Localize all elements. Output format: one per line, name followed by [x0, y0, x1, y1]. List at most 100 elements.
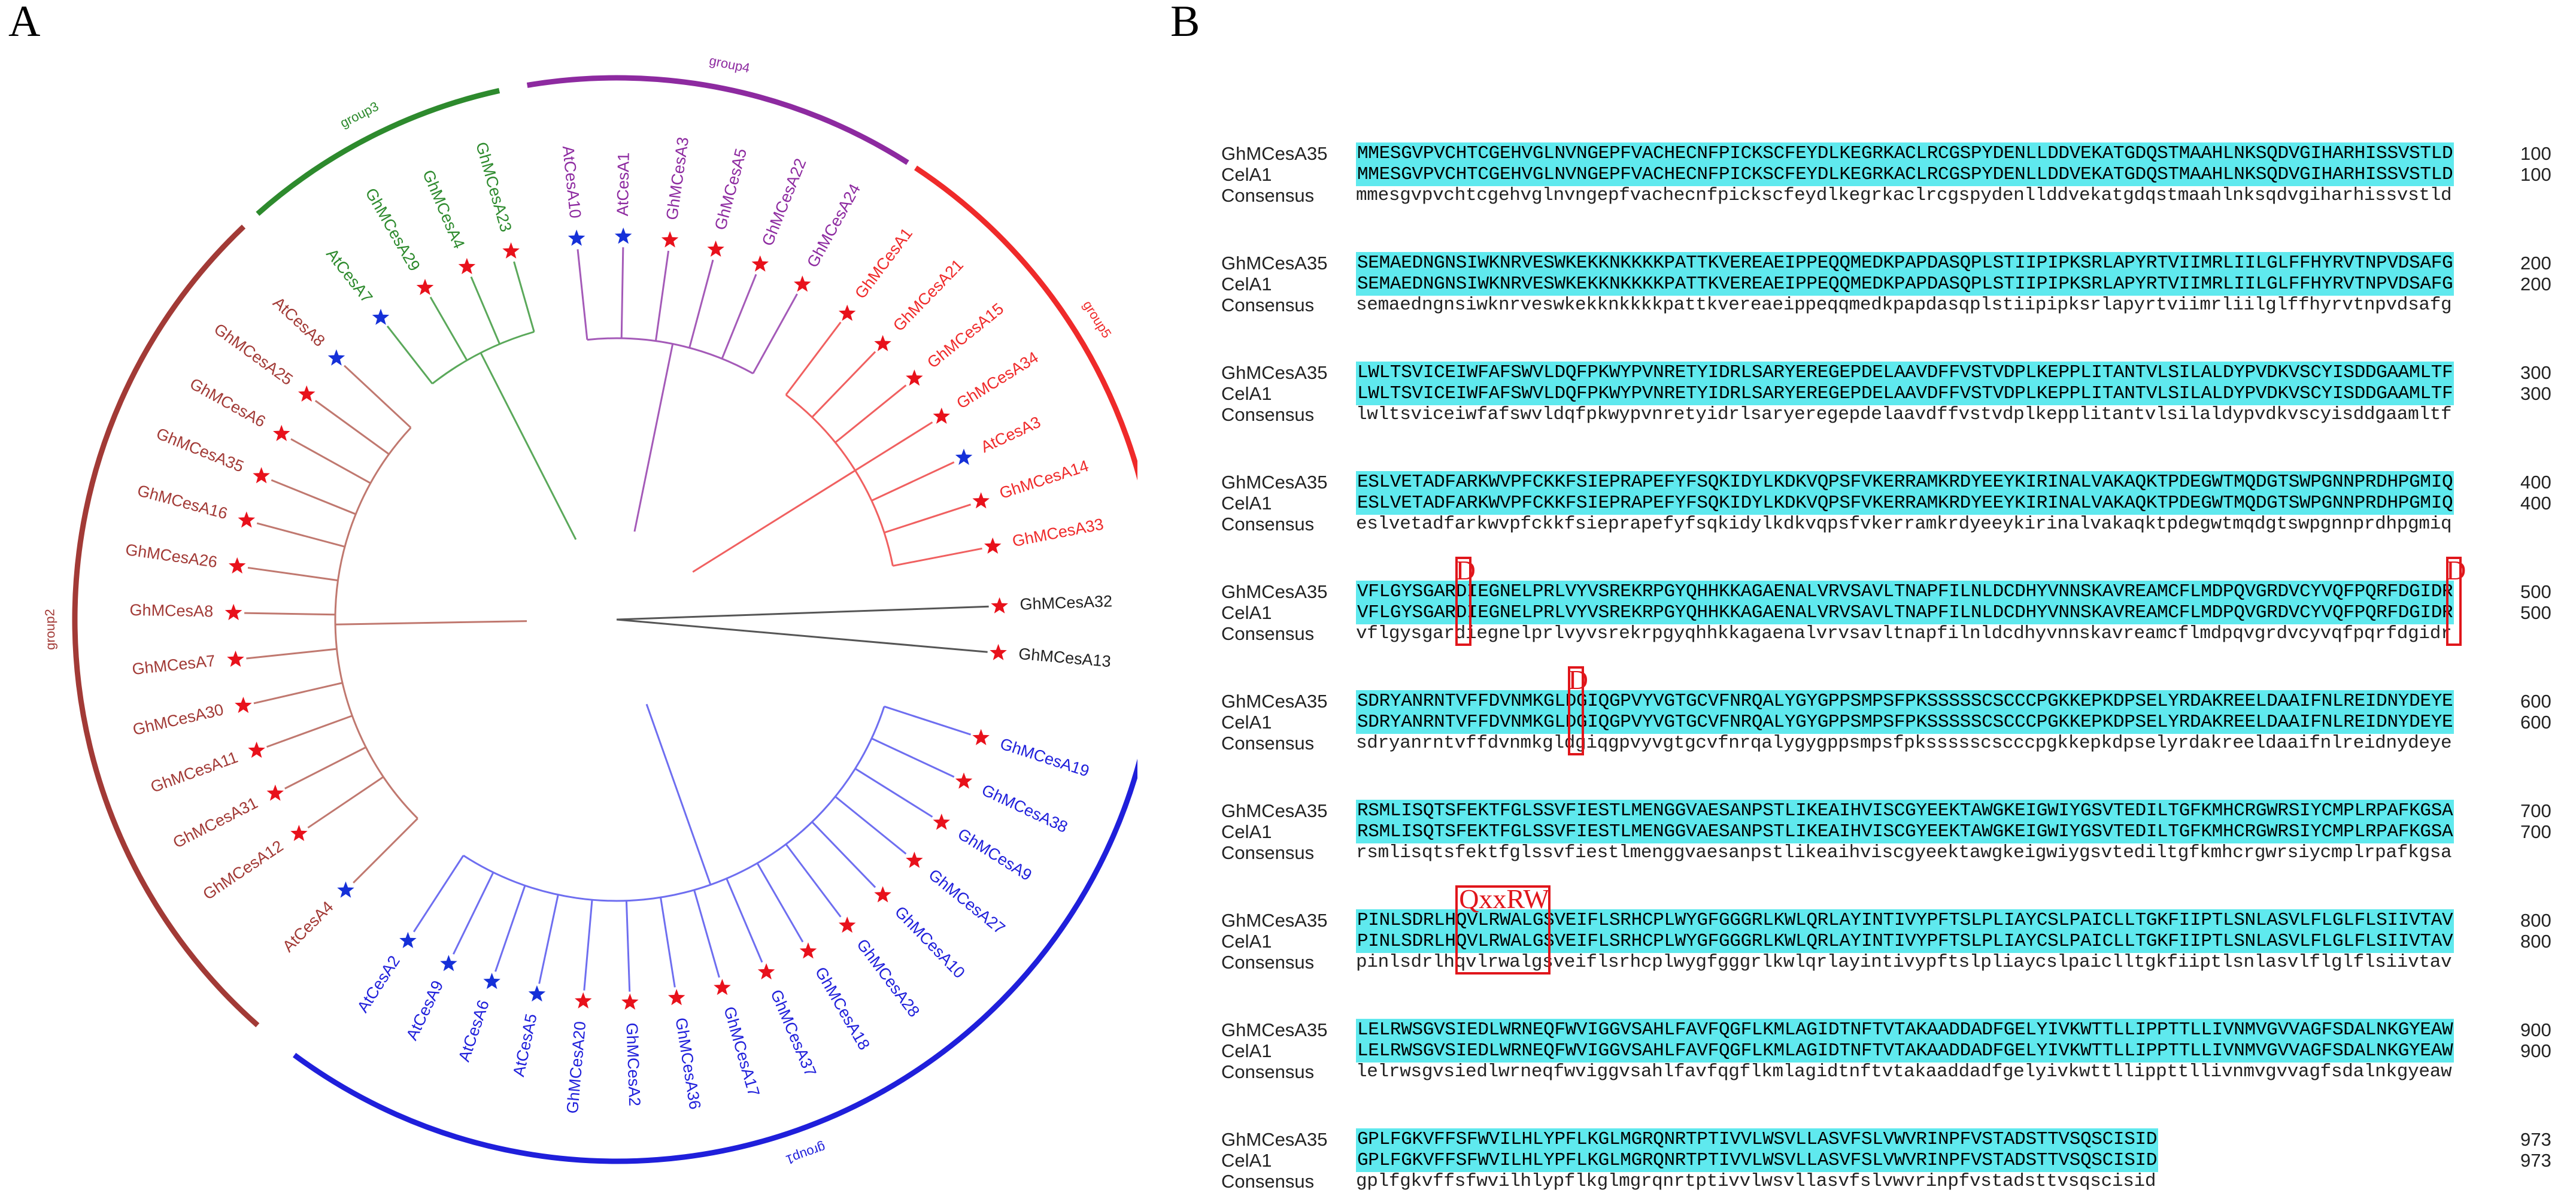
tree-branch-leaf	[386, 325, 433, 384]
tree-leaf-label: GhMCesA27	[926, 866, 1009, 938]
aligned-sequence: SDRYANRNTVFFDVNMKGLDGIQGPVYVGTGCVFNRQALY…	[1356, 690, 2454, 713]
aligned-sequence: VFLGYSGARDIEGNELPRLVYVSREKRPGYQHHKKAGAEN…	[1356, 602, 2454, 624]
tree-branch-leaf	[412, 855, 465, 933]
figure: A B group1 group2 group3 group4 group5 GhMCe…	[8, 0, 2551, 1192]
red-star-icon	[273, 424, 290, 441]
tree-leaf-label: GhMCesA31	[170, 794, 260, 852]
red-star-icon	[757, 963, 775, 980]
blue-star-icon	[440, 955, 457, 972]
tree-branch-group1-connector	[463, 706, 885, 902]
tree-branch-outgroup	[616, 618, 988, 653]
sequence-name: Consensus	[1221, 1061, 1315, 1082]
group-label-group3: group3	[338, 99, 381, 130]
tree-branch-leaf	[871, 461, 955, 502]
red-star-icon	[621, 993, 639, 1010]
aligned-sequence: VFLGYSGARDIEGNELPRLVYVSREKRPGYQHHKKAGAEN…	[1356, 581, 2454, 603]
consensus-sequence: vflgysgardiegnelprlvyvsrekrpgyqhhkkagaen…	[1356, 623, 2452, 644]
red-star-icon	[751, 255, 769, 272]
aligned-sequence: PINLSDRLHQVLRWALGSVEIFLSRHCPLWYGFGGGRLKW…	[1356, 909, 2454, 932]
blue-star-icon	[614, 227, 632, 244]
tree-leaf-label: GhMCesA33	[1011, 515, 1105, 550]
tree-leaf-label: GhMCesA28	[853, 936, 923, 1021]
group-label-group2: group2	[42, 609, 57, 650]
aligned-sequence: ESLVETADFARKWVPFCKKFSIEPRAPEFYFSQKIDYLKD…	[1356, 492, 2454, 515]
tree-leaf-label: GhMCesA23	[472, 140, 515, 234]
motif-box	[1568, 666, 1584, 755]
motif-label: D	[1455, 555, 1476, 585]
tree-branch-leaf	[256, 522, 345, 548]
motif-label: D	[1568, 664, 1588, 695]
red-star-icon	[235, 697, 252, 714]
tree-branch-group1-stem	[645, 703, 712, 885]
residue-count: 600	[2520, 712, 2551, 733]
group-arc-group2	[72, 224, 260, 1028]
residue-count: 200	[2520, 274, 2551, 295]
residue-count: 100	[2520, 143, 2551, 164]
consensus-sequence: sdryanrntvffdvnmkgldgiqgpvyvgtgcvfnrqaly…	[1356, 733, 2452, 754]
red-star-icon	[238, 511, 256, 528]
aligned-sequence: MMESGVPVCHTCGEHVGLNVNGEPFVACHECNFPICKSCF…	[1356, 142, 2454, 165]
sequence-name: GhMCesA35	[1221, 362, 1328, 383]
tree-branch-leaf	[266, 715, 353, 748]
tree-branch-leaf	[538, 894, 559, 984]
red-star-icon	[874, 335, 891, 351]
red-star-icon	[290, 824, 308, 841]
sequence-name: Consensus	[1221, 295, 1315, 315]
tree-branch-group3-stem	[480, 352, 577, 541]
phylogenetic-tree: group1 group2 group3 group4 group5 GhMCesA32…	[42, 53, 1137, 1168]
tree-leaf-label: GhMCesA18	[812, 964, 873, 1053]
consensus-sequence: eslvetadfarkwvpfckkfsiepraрefyfsqkidylkd…	[1356, 514, 2452, 535]
red-star-icon	[906, 369, 923, 386]
tree-leaf-label: GhMCesA8	[129, 601, 213, 620]
sequence-name: CelA1	[1221, 383, 1272, 404]
tree-leaf-label: GhMCesA13	[1018, 645, 1112, 670]
red-star-icon	[874, 886, 891, 903]
tree-leaf-label: GhMCesA22	[758, 156, 810, 248]
tree-branch-leaf	[811, 821, 876, 888]
tree-branch-leaf	[314, 400, 390, 455]
tree-leaf-label: GhMCesA15	[924, 299, 1007, 372]
sequence-name: CelA1	[1221, 1040, 1272, 1061]
red-star-icon	[227, 650, 244, 667]
sequence-name: Consensus	[1221, 842, 1315, 863]
tree-branch-leaf	[871, 737, 955, 778]
group-label-group4: group4	[708, 53, 751, 75]
panel-a-label: A	[8, 0, 41, 46]
group-arc-group5	[914, 165, 1137, 481]
tree-leaf-label: GhMCesA9	[955, 825, 1035, 884]
tree-leaf-label: GhMCesA3	[663, 136, 692, 221]
red-star-icon	[502, 242, 520, 259]
tree-branch-leaf	[513, 261, 535, 332]
tree-leaf-label: GhMCesA20	[563, 1021, 589, 1115]
red-star-icon	[714, 979, 731, 995]
tree-leaf-label: GhMCesA6	[187, 375, 269, 431]
tree-branch-leaf	[290, 438, 371, 484]
red-star-icon	[266, 784, 284, 801]
tree-branch-leaf	[785, 321, 842, 396]
red-star-icon	[253, 467, 270, 484]
group-arc-group1	[293, 758, 1137, 1164]
blue-star-icon	[568, 229, 585, 246]
tree-leaf-label: GhMCesA30	[131, 700, 225, 739]
tree-leaf-label: AtCesA2	[354, 952, 403, 1016]
sequence-name: Consensus	[1221, 952, 1315, 973]
red-star-icon	[661, 231, 679, 248]
aligned-sequence: RSMLISQTSFEKTFGLSSVFIESTLMENGGVAESANPSTL…	[1356, 800, 2454, 822]
tree-branch-group4-stem	[633, 344, 674, 532]
residue-count: 200	[2520, 253, 2551, 274]
tree-leaf-label: AtCesA7	[323, 245, 376, 306]
tree-branch-leaf	[893, 547, 982, 567]
tree-branch-leaf	[752, 293, 798, 374]
tree-leaf-label: GhMCesA36	[672, 1016, 704, 1110]
tree-leaf-label: AtCesA6	[455, 998, 493, 1064]
red-star-icon	[794, 275, 811, 292]
tree-leaf-label: GhMCesA37	[767, 987, 820, 1079]
red-star-icon	[248, 741, 265, 758]
tree-branch-leaf	[353, 818, 418, 884]
red-star-icon	[972, 492, 990, 509]
sequence-name: CelA1	[1221, 602, 1272, 623]
tree-branch-leaf	[307, 776, 384, 829]
group-label-group1: group1	[784, 1140, 828, 1167]
tree-leaf-label: GhMCesA25	[211, 320, 296, 388]
aligned-sequence: LWLTSVICEIWFAFSWVLDQFPKWYPVNRETYIDRLSARY…	[1356, 383, 2454, 405]
